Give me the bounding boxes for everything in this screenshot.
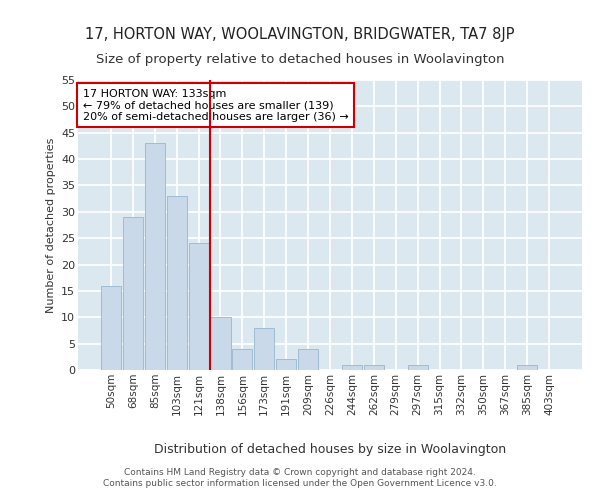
Bar [517,364,537,370]
Bar [254,328,274,370]
Bar [145,144,165,370]
Text: 17, HORTON WAY, WOOLAVINGTON, BRIDGWATER, TA7 8JP: 17, HORTON WAY, WOOLAVINGTON, BRIDGWATER… [85,28,515,42]
Bar [364,364,384,370]
Text: Distribution of detached houses by size in Woolavington: Distribution of detached houses by size … [154,442,506,456]
Bar [407,364,428,370]
Bar [188,244,209,370]
Text: 17 HORTON WAY: 133sqm
← 79% of detached houses are smaller (139)
20% of semi-det: 17 HORTON WAY: 133sqm ← 79% of detached … [83,88,349,122]
Bar [298,349,318,370]
Text: Contains HM Land Registry data © Crown copyright and database right 2024.
Contai: Contains HM Land Registry data © Crown c… [103,468,497,487]
Bar [232,349,253,370]
Y-axis label: Number of detached properties: Number of detached properties [46,138,56,312]
Bar [211,318,230,370]
Text: Size of property relative to detached houses in Woolavington: Size of property relative to detached ho… [96,52,504,66]
Bar [276,360,296,370]
Bar [101,286,121,370]
Bar [167,196,187,370]
Bar [342,364,362,370]
Bar [123,217,143,370]
